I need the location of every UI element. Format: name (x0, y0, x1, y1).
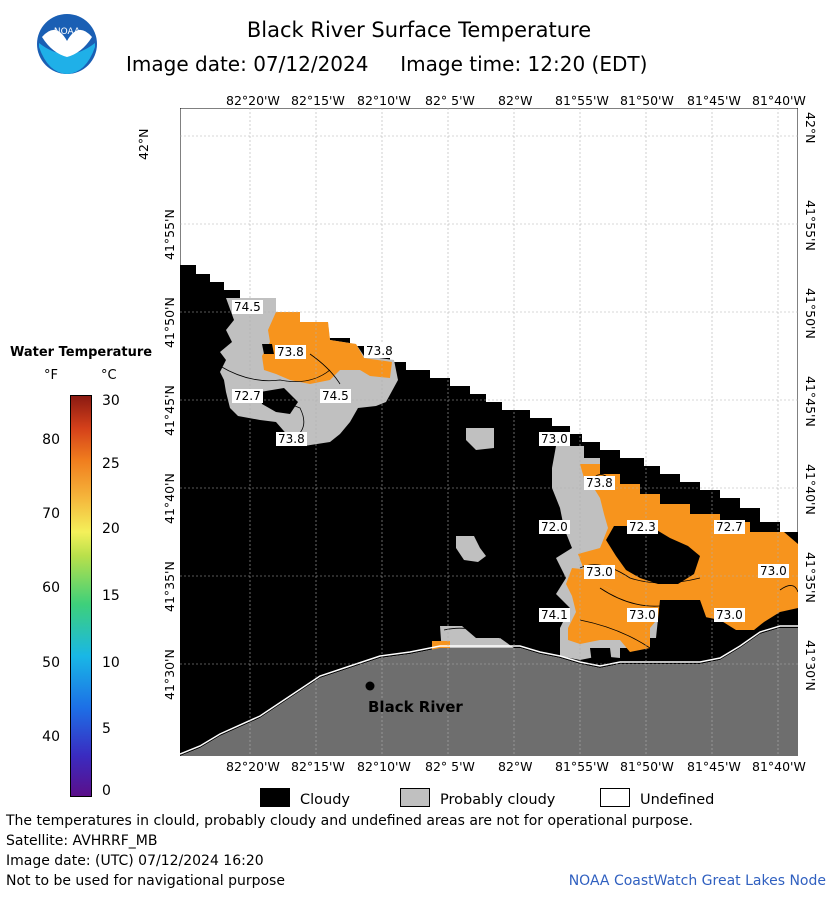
lat-label: 42°N (803, 112, 818, 144)
lon-label: 81°50'W (620, 93, 674, 108)
lon-label: 81°45'W (687, 759, 741, 774)
temperature-label: 73.0 (714, 608, 745, 622)
lat-label: 41°45'N (803, 376, 818, 427)
lon-label: 81°40'W (752, 759, 806, 774)
legend-title: Water Temperature (10, 345, 153, 360)
satellite-text: Satellite: AVHRRF_MB (6, 833, 158, 849)
lat-label: 41°35'N (803, 552, 818, 603)
utc-date-text: Image date: (UTC) 07/12/2024 16:20 (6, 853, 264, 869)
lat-label: 41°50'N (162, 297, 177, 348)
image-time: Image time: 12:20 (EDT) (400, 52, 648, 76)
temperature-label: 73.8 (276, 432, 307, 446)
legend-unit-f: °F (44, 368, 58, 383)
navigation-warning: Not to be used for navigational purpose (6, 873, 285, 889)
lat-label: 41°50'N (803, 288, 818, 339)
temperature-label: 73.0 (627, 608, 658, 622)
c-tick: 0 (102, 783, 111, 799)
f-tick: 70 (42, 506, 60, 522)
temperature-label: 73.0 (539, 432, 570, 446)
lat-label: 41°40'N (803, 464, 818, 515)
lat-label: 42°N (136, 128, 151, 160)
temperature-label: 73.8 (584, 476, 615, 490)
temperature-label: 74.5 (320, 389, 351, 403)
graticule (180, 108, 798, 756)
lat-label: 41°40'N (162, 473, 177, 524)
temperature-label: 74.1 (539, 608, 570, 622)
lon-label: 82°20'W (226, 93, 280, 108)
c-tick: 5 (102, 721, 111, 737)
lat-label: 41°30'N (162, 649, 177, 700)
lat-label: 41°55'N (803, 200, 818, 251)
lon-label: 82°15'W (291, 759, 345, 774)
black-river-marker (365, 681, 375, 691)
place-label: Black River (368, 698, 463, 716)
lon-label: 82° 5'W (425, 93, 475, 108)
temperature-label: 72.0 (539, 520, 570, 534)
temperature-map (180, 108, 798, 756)
undefined-swatch (600, 788, 630, 807)
temperature-label: 72.7 (714, 520, 745, 534)
c-tick: 10 (102, 655, 120, 671)
temperature-label: 73.0 (584, 565, 615, 579)
logo-text: NOAA (54, 27, 81, 37)
lon-label: 81°55'W (555, 93, 609, 108)
lon-label: 82°20'W (226, 759, 280, 774)
probably-cloudy-swatch (400, 788, 430, 807)
c-tick: 25 (102, 456, 120, 472)
legend-unit-c: °C (101, 368, 117, 383)
lat-label: 41°55'N (162, 209, 177, 260)
lon-label: 82°10'W (357, 759, 411, 774)
f-tick: 40 (42, 729, 60, 745)
image-date: Image date: 07/12/2024 (126, 52, 369, 76)
temperature-label: 73.0 (758, 564, 789, 578)
lon-label: 82°15'W (291, 93, 345, 108)
f-tick: 50 (42, 655, 60, 671)
temperature-label: 72.7 (232, 389, 263, 403)
disclaimer-text: The temperatures in clould, probably clo… (6, 813, 693, 829)
lon-label: 81°50'W (620, 759, 674, 774)
lon-label: 82°W (498, 759, 533, 774)
map-title: Black River Surface Temperature (246, 18, 592, 42)
c-tick: 20 (102, 521, 120, 537)
lon-label: 82°10'W (357, 93, 411, 108)
color-scale-bar (70, 395, 92, 797)
temperature-label: 74.5 (232, 300, 263, 314)
undefined-label: Undefined (640, 792, 715, 808)
f-tick: 60 (42, 580, 60, 596)
lat-label: 41°45'N (162, 385, 177, 436)
c-tick: 15 (102, 588, 120, 604)
cloudy-swatch (260, 788, 290, 807)
lat-label: 41°30'N (803, 640, 818, 691)
lon-label: 81°45'W (687, 93, 741, 108)
probably-cloudy-label: Probably cloudy (440, 792, 556, 808)
lon-label: 81°55'W (555, 759, 609, 774)
lon-label: 82°W (498, 93, 533, 108)
map-subtitle: Image date: 07/12/2024 Image time: 12:20… (126, 52, 647, 76)
temperature-label: 73.8 (275, 345, 306, 359)
noaa-logo: NOAA (37, 14, 97, 74)
cloudy-label: Cloudy (300, 792, 350, 808)
temperature-label: 72.3 (627, 520, 658, 534)
land-area (180, 628, 798, 756)
lon-label: 82° 5'W (425, 759, 475, 774)
credit-text: NOAA CoastWatch Great Lakes Node (568, 873, 826, 889)
temperature-label: 73.8 (364, 344, 395, 358)
c-tick: 30 (102, 393, 120, 409)
lon-label: 81°40'W (752, 93, 806, 108)
f-tick: 80 (42, 432, 60, 448)
lat-label: 41°35'N (162, 561, 177, 612)
